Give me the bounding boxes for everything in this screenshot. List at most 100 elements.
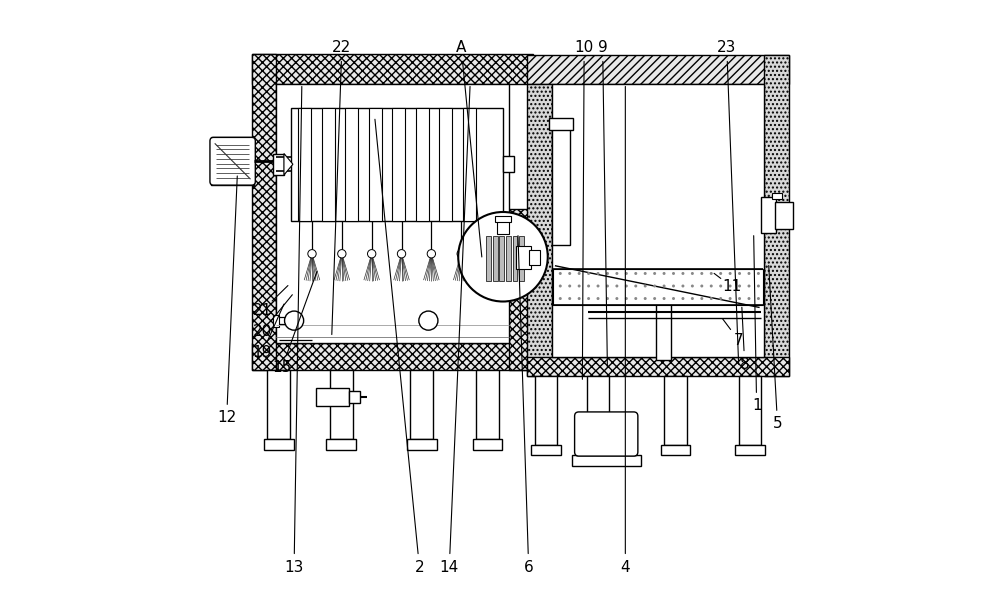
Circle shape (634, 297, 637, 300)
Circle shape (568, 297, 571, 300)
Circle shape (606, 297, 609, 300)
Circle shape (587, 272, 590, 275)
Circle shape (634, 272, 637, 275)
Circle shape (568, 284, 571, 287)
Bar (583, 445, 613, 456)
Bar (503, 157, 514, 172)
Circle shape (663, 272, 666, 275)
Bar (416, 108, 429, 221)
Bar (527, 83, 552, 376)
Circle shape (578, 272, 581, 275)
Bar (527, 357, 789, 376)
Circle shape (681, 284, 684, 287)
Circle shape (663, 297, 666, 300)
Bar (473, 438, 502, 449)
Circle shape (653, 272, 656, 275)
Bar (764, 55, 789, 376)
Circle shape (672, 297, 675, 300)
Bar (531, 445, 561, 456)
Bar (497, 221, 509, 234)
Circle shape (710, 272, 713, 275)
Text: 5: 5 (773, 417, 782, 431)
Circle shape (710, 284, 713, 287)
Bar (735, 445, 765, 456)
Bar (552, 83, 764, 357)
Circle shape (747, 297, 750, 300)
Circle shape (719, 284, 722, 287)
Circle shape (606, 284, 609, 287)
Circle shape (700, 284, 703, 287)
Circle shape (644, 284, 647, 287)
Bar (772, 194, 782, 200)
FancyBboxPatch shape (575, 412, 638, 456)
Text: 14: 14 (440, 560, 459, 575)
Circle shape (597, 284, 600, 287)
Bar (739, 376, 761, 445)
Bar (513, 236, 517, 281)
Bar (273, 315, 279, 326)
Bar (345, 108, 358, 221)
Circle shape (427, 250, 436, 258)
Circle shape (578, 297, 581, 300)
Bar (264, 438, 294, 449)
Circle shape (559, 284, 562, 287)
Circle shape (397, 250, 406, 258)
Circle shape (644, 272, 647, 275)
Text: 20: 20 (253, 324, 272, 339)
Circle shape (615, 297, 618, 300)
Text: 15: 15 (273, 360, 292, 375)
Text: 10: 10 (575, 40, 594, 55)
Text: 9: 9 (598, 40, 608, 55)
Circle shape (653, 297, 656, 300)
Circle shape (644, 297, 647, 300)
Circle shape (747, 272, 750, 275)
Bar (535, 376, 557, 445)
Circle shape (458, 212, 548, 301)
Circle shape (597, 272, 600, 275)
Bar (553, 269, 763, 304)
Bar (316, 388, 349, 406)
Bar (509, 209, 533, 370)
Circle shape (672, 284, 675, 287)
Bar (552, 125, 570, 245)
Bar (572, 455, 641, 466)
Bar (661, 445, 690, 456)
Bar (519, 236, 524, 281)
Bar (516, 246, 531, 269)
Text: 13: 13 (284, 560, 304, 575)
Bar (439, 108, 452, 221)
Circle shape (729, 284, 732, 287)
Circle shape (308, 250, 316, 258)
Circle shape (757, 297, 760, 300)
Bar (495, 216, 511, 222)
Circle shape (747, 284, 750, 287)
Bar (410, 370, 433, 438)
Bar (656, 300, 671, 360)
Circle shape (653, 284, 656, 287)
Bar (298, 108, 311, 221)
Circle shape (700, 272, 703, 275)
Bar (330, 370, 353, 438)
Text: 11: 11 (722, 279, 741, 294)
Text: 23: 23 (717, 40, 736, 55)
Circle shape (615, 272, 618, 275)
Circle shape (419, 311, 438, 330)
Circle shape (757, 272, 760, 275)
Bar (476, 370, 499, 438)
Circle shape (729, 272, 732, 275)
Bar (499, 236, 504, 281)
Circle shape (338, 250, 346, 258)
Bar (506, 236, 511, 281)
Bar (463, 108, 476, 221)
Circle shape (738, 284, 741, 287)
Circle shape (368, 250, 376, 258)
Circle shape (587, 284, 590, 287)
Circle shape (457, 250, 465, 258)
Circle shape (625, 272, 628, 275)
Polygon shape (284, 153, 293, 175)
Bar (211, 138, 254, 185)
Bar (587, 376, 609, 445)
Bar (493, 236, 498, 281)
Circle shape (691, 297, 694, 300)
Bar (775, 202, 793, 229)
